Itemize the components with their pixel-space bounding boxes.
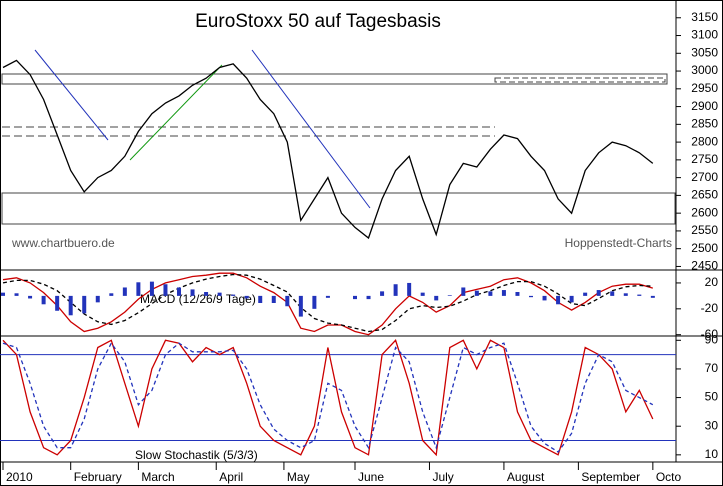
histogram-bar xyxy=(488,291,493,296)
histogram-bar xyxy=(122,287,127,296)
support-zone xyxy=(1,192,676,225)
histogram-bar xyxy=(204,292,209,296)
trend-line xyxy=(251,49,371,209)
y-tick-label: 2950 xyxy=(691,81,718,95)
y-tick-label: 2850 xyxy=(691,117,718,131)
y-tick-label: 3150 xyxy=(691,10,718,24)
histogram-bar xyxy=(393,284,398,296)
y-tick-label: 30 xyxy=(705,418,719,432)
x-tick-label: May xyxy=(287,470,310,484)
histogram-bar xyxy=(231,294,236,296)
histogram-bar xyxy=(366,295,371,300)
histogram-bar xyxy=(637,294,642,296)
histogram-bar xyxy=(136,282,141,296)
histogram-bar xyxy=(569,295,574,303)
histogram-bar xyxy=(190,289,195,296)
credit-label: Hoppenstedt-Charts xyxy=(565,236,672,250)
histogram-bar xyxy=(298,295,303,317)
histogram-bar xyxy=(95,295,100,303)
trend-line xyxy=(129,64,223,161)
y-tick-label: 2650 xyxy=(691,188,718,202)
histogram-bar xyxy=(312,295,317,309)
series-line xyxy=(2,272,653,336)
source-label: www.chartbuero.de xyxy=(11,236,115,250)
series-line xyxy=(2,273,653,333)
histogram-bar xyxy=(258,295,263,303)
series-line xyxy=(2,339,654,457)
y-tick-label: 2800 xyxy=(691,134,718,148)
y-tick-label: 2900 xyxy=(691,99,718,113)
histogram-bar xyxy=(380,291,385,296)
chart-title: EuroStoxx 50 auf Tagesbasis xyxy=(195,11,441,32)
histogram-bar xyxy=(529,295,533,298)
histogram-bar xyxy=(14,293,19,296)
histogram-bar xyxy=(501,290,506,296)
histogram-bar xyxy=(353,295,357,300)
histogram-bar xyxy=(163,284,168,296)
indicator-label: Slow Stochastik (5/3/3) xyxy=(135,448,258,462)
y-tick-label: 2450 xyxy=(691,259,718,273)
x-tick-label: April xyxy=(219,470,243,484)
histogram-bar xyxy=(623,293,628,296)
histogram-bar xyxy=(1,292,5,296)
x-tick-label: 2010 xyxy=(6,470,33,484)
y-tick-label: -20 xyxy=(701,301,719,315)
histogram-bar xyxy=(41,295,46,305)
y-tick-label: 2700 xyxy=(691,170,718,184)
histogram-bar xyxy=(420,292,425,296)
histogram-bar xyxy=(244,295,249,299)
histogram-bar xyxy=(407,282,412,296)
histogram-bar xyxy=(55,295,60,311)
y-tick-label: 20 xyxy=(705,275,719,289)
y-tick-label: 3100 xyxy=(691,28,718,42)
histogram-bar xyxy=(515,292,520,296)
histogram-bar xyxy=(474,290,479,296)
y-tick-label: 2500 xyxy=(691,241,718,255)
x-tick-label: June xyxy=(358,470,384,484)
x-tick-label: March xyxy=(141,470,174,484)
y-tick-label: 3000 xyxy=(691,63,718,77)
y-tick-label: 90 xyxy=(705,332,719,346)
y-tick-label: 2550 xyxy=(691,223,718,237)
y-tick-label: 3050 xyxy=(691,45,718,59)
histogram-bar xyxy=(109,293,114,296)
x-tick-label: August xyxy=(507,470,545,484)
series-line xyxy=(2,59,654,240)
histogram-bar xyxy=(596,290,601,296)
resistance-zone xyxy=(1,73,668,85)
y-tick-label: 10 xyxy=(705,447,719,461)
y-tick-label: 70 xyxy=(705,361,719,375)
x-tick-label: February xyxy=(74,470,122,484)
histogram-bar xyxy=(461,287,466,296)
x-tick-label: September xyxy=(581,470,640,484)
resistance-line xyxy=(494,77,666,83)
histogram-bar xyxy=(177,287,181,296)
x-tick-label: July xyxy=(432,470,453,484)
histogram-bar xyxy=(285,295,290,307)
histogram-bar xyxy=(434,295,439,301)
histogram-bar xyxy=(271,295,276,303)
series-line xyxy=(2,341,654,453)
y-tick-label: 50 xyxy=(705,390,719,404)
histogram-bar xyxy=(149,281,154,296)
histogram-bar xyxy=(542,295,547,301)
histogram-bar xyxy=(447,295,452,296)
x-tick-label: Octo xyxy=(656,470,682,484)
histogram-bar xyxy=(28,295,33,299)
histogram-bar xyxy=(583,292,588,296)
histogram-bar xyxy=(82,295,87,314)
trend-line xyxy=(34,49,109,141)
histogram-bar xyxy=(650,295,655,298)
histogram-bar xyxy=(68,295,73,316)
y-tick-label: -60 xyxy=(701,327,719,341)
y-tick-label: 2750 xyxy=(691,152,718,166)
histogram-bar xyxy=(217,292,222,296)
histogram-bar xyxy=(556,295,561,305)
indicator-label: MACD (12/26/9 Tage) xyxy=(140,292,256,306)
y-tick-label: 2600 xyxy=(691,205,718,219)
histogram-bar xyxy=(610,291,615,296)
histogram-bar xyxy=(325,295,330,298)
